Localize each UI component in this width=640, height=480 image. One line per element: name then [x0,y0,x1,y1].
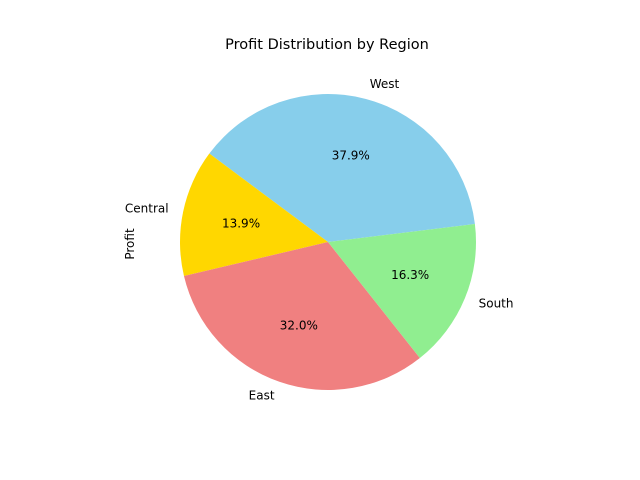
chart-title: Profit Distribution by Region [225,37,429,53]
pie-slice-central [179,153,328,277]
slice-label-central: Central [125,201,169,215]
pie-slice-east [183,242,420,390]
pie-slice-south [328,223,476,359]
percent-label-south: 16.3% [391,268,429,282]
percent-label-east: 32.0% [280,318,318,332]
percent-label-west: 37.9% [332,149,370,163]
slice-label-south: South [479,296,514,310]
percent-label-central: 13.9% [222,216,260,230]
slice-label-west: West [370,77,400,91]
pie-slices [179,93,476,390]
pie-slice-west [209,93,475,242]
slice-label-east: East [249,388,275,402]
pie-labels: West 37.9% Central 13.9% East 32.0% South 16.3% [125,77,514,402]
y-axis-label: Profit [123,228,137,260]
